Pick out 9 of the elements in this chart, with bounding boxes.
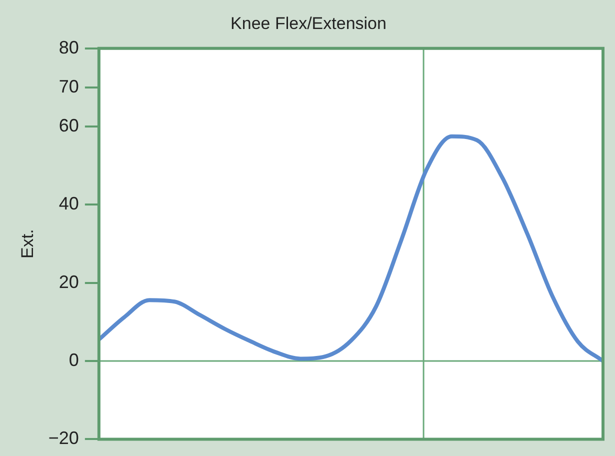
y-tick-label: 40: [58, 194, 79, 214]
y-tick-label: 0: [68, 350, 79, 370]
y-tick-label: 60: [58, 116, 79, 136]
y-tick-label: 70: [58, 76, 79, 96]
y-tick-label: −20: [48, 428, 79, 448]
y-tick-label: 80: [58, 37, 79, 58]
chart-title: Knee Flex/Extension: [230, 14, 386, 33]
y-axis-title: Ext.: [18, 229, 37, 258]
y-tick-label: 20: [58, 272, 79, 292]
